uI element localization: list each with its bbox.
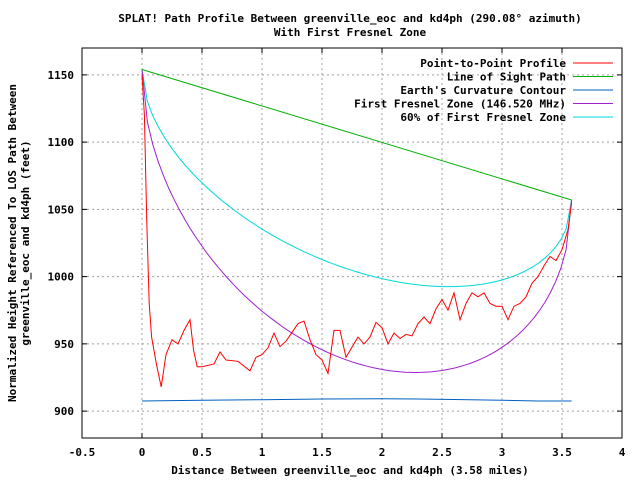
x-axis-label: Distance Between greenville_eoc and kd4p… (171, 464, 529, 477)
legend-label-2: Earth's Curvature Contour (400, 84, 566, 97)
y-axis-label: Normalized Height Referenced To LOS Path… (6, 84, 32, 402)
legend-label-3: First Fresnel Zone (146.520 MHz) (354, 98, 566, 111)
x-tick-label: 3 (499, 446, 506, 459)
x-tick-label: 0.5 (192, 446, 212, 459)
y-tick-label: 1050 (48, 203, 75, 216)
y-axis-label-line1: Normalized Height Referenced To LOS Path… (6, 84, 19, 402)
x-tick-label: 3.5 (552, 446, 572, 459)
x-tick-label: -0.5 (69, 446, 96, 459)
axis-ticks: -0.5 0 0.5 1 1.5 2 2.5 3 3.5 4 900 950 1000 1050 1100 1… (48, 48, 626, 459)
x-tick-label: 4 (619, 446, 626, 459)
x-tick-label: 2 (379, 446, 386, 459)
grid (82, 48, 622, 438)
y-tick-label: 900 (54, 405, 74, 418)
x-tick-label: 2.5 (432, 446, 452, 459)
series-line-4 (141, 69, 573, 288)
legend-label-4: 60% of First Fresnel Zone (400, 111, 566, 124)
y-tick-label: 1150 (48, 69, 75, 82)
chart-title-line1: SPLAT! Path Profile Between greenville_e… (118, 12, 582, 25)
series-group (141, 69, 573, 402)
legend-label-1: Line of Sight Path (447, 71, 566, 84)
legend-label-0: Point-to-Point Profile (420, 57, 566, 70)
series-line-0 (141, 74, 573, 388)
x-tick-label: 0 (139, 446, 146, 459)
x-tick-label: 1 (259, 446, 266, 459)
y-axis-label-line2: greenville_eoc and kd4ph (feet) (19, 140, 32, 345)
series-line-3 (141, 69, 573, 374)
x-tick-label: 1.5 (312, 446, 332, 459)
chart-title-line2: With First Fresnel Zone (274, 26, 427, 39)
series-line-2 (141, 398, 572, 402)
series-line-1 (141, 69, 572, 201)
y-tick-label: 1000 (48, 271, 75, 284)
plot-frame (81, 47, 623, 439)
y-tick-label: 950 (54, 338, 74, 351)
y-tick-label: 1100 (48, 136, 75, 149)
